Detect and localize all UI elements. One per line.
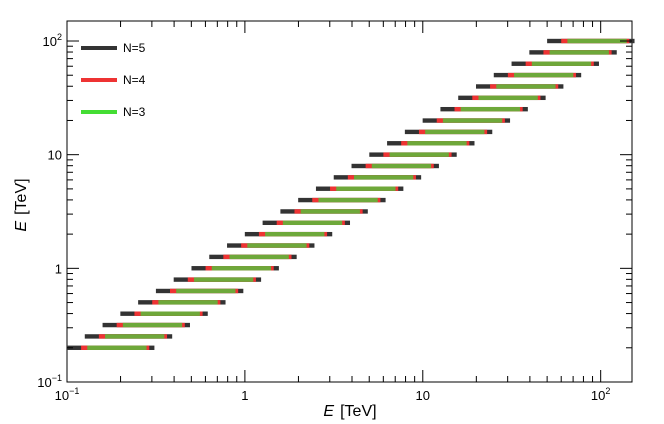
energy-band [529, 50, 617, 55]
x-axis-variable: E [323, 403, 334, 420]
band-n3 [265, 231, 325, 237]
energy-band [422, 118, 511, 123]
y-tick-label: 10 [48, 148, 62, 163]
band-n3 [531, 61, 592, 66]
band-n3 [176, 288, 236, 294]
x-axis-label: E [TeV] [323, 403, 376, 420]
y-axis-variable: E [13, 221, 30, 232]
x-tick-label: 10 [416, 388, 430, 403]
energy-bands-group [67, 38, 635, 350]
energy-band [227, 243, 315, 248]
energy-band [298, 197, 386, 203]
energy-band [191, 266, 279, 271]
energy-band [155, 288, 244, 294]
band-n3 [389, 152, 449, 157]
plot-frame [66, 20, 633, 383]
plot-frame-group [66, 20, 633, 383]
band-n3 [442, 118, 503, 123]
energy-band [262, 220, 351, 226]
energy-band [458, 95, 546, 101]
energy-band [387, 141, 475, 146]
energy-band [173, 277, 262, 282]
band-n3 [122, 322, 183, 328]
energy-band [475, 84, 564, 89]
energy-band [351, 163, 439, 169]
y-tick-label: 102 [43, 32, 62, 49]
legend-label: N=4 [123, 73, 146, 87]
band-n3 [229, 254, 289, 260]
energy-band [138, 300, 226, 305]
energy-band [84, 334, 173, 339]
band-n3 [105, 334, 165, 339]
y-tick-label: 10−1 [37, 373, 62, 390]
y-tick-label: 1 [55, 261, 62, 276]
energy-band [440, 106, 528, 112]
energy-band [404, 129, 493, 135]
band-n3 [549, 50, 609, 55]
energy-band [333, 175, 422, 180]
y-axis-unit: [TeV] [13, 178, 30, 214]
x-tick-label: 102 [591, 386, 610, 403]
band-n3 [371, 163, 432, 169]
band-n3 [354, 175, 414, 180]
x-tick-label: 10−1 [55, 386, 80, 403]
energy-band [511, 61, 599, 66]
x-tick-label: 1 [241, 388, 248, 403]
energy-band [120, 311, 208, 316]
energy-band [369, 152, 457, 157]
y-axis-label: E [TeV] [13, 178, 30, 231]
band-n3 [247, 243, 307, 248]
energy-band [280, 209, 368, 214]
legend-label: N=3 [123, 105, 146, 119]
band-n3 [567, 38, 627, 44]
band-n3 [336, 186, 396, 191]
band-n3 [193, 277, 254, 282]
energy-band [102, 322, 190, 328]
energy-band [244, 231, 333, 237]
axis-ticks-group [66, 21, 632, 383]
x-axis-unit: [TeV] [340, 403, 376, 420]
band-n3 [478, 95, 538, 101]
band-n3 [496, 84, 556, 89]
band-n3 [514, 72, 574, 78]
energy-band [315, 186, 404, 191]
band-n3 [460, 106, 520, 112]
band-n3 [158, 300, 218, 305]
legend-label: N=5 [123, 41, 146, 55]
energy-band [67, 345, 155, 350]
band-n3 [140, 311, 200, 316]
band-n3 [318, 197, 378, 203]
legend: N=5 N=4 N=3 [81, 41, 146, 119]
band-n3 [300, 209, 360, 214]
energy-band [493, 72, 582, 78]
tick-labels-group: 10−1 1 10 102 10−1 1 10 102 [37, 32, 610, 403]
band-n3 [211, 266, 272, 271]
band-n3 [87, 345, 147, 350]
energy-band [547, 38, 635, 44]
band-n3 [282, 220, 343, 226]
energy-band [209, 254, 297, 260]
band-n3 [425, 129, 485, 135]
band-n3 [407, 141, 467, 146]
